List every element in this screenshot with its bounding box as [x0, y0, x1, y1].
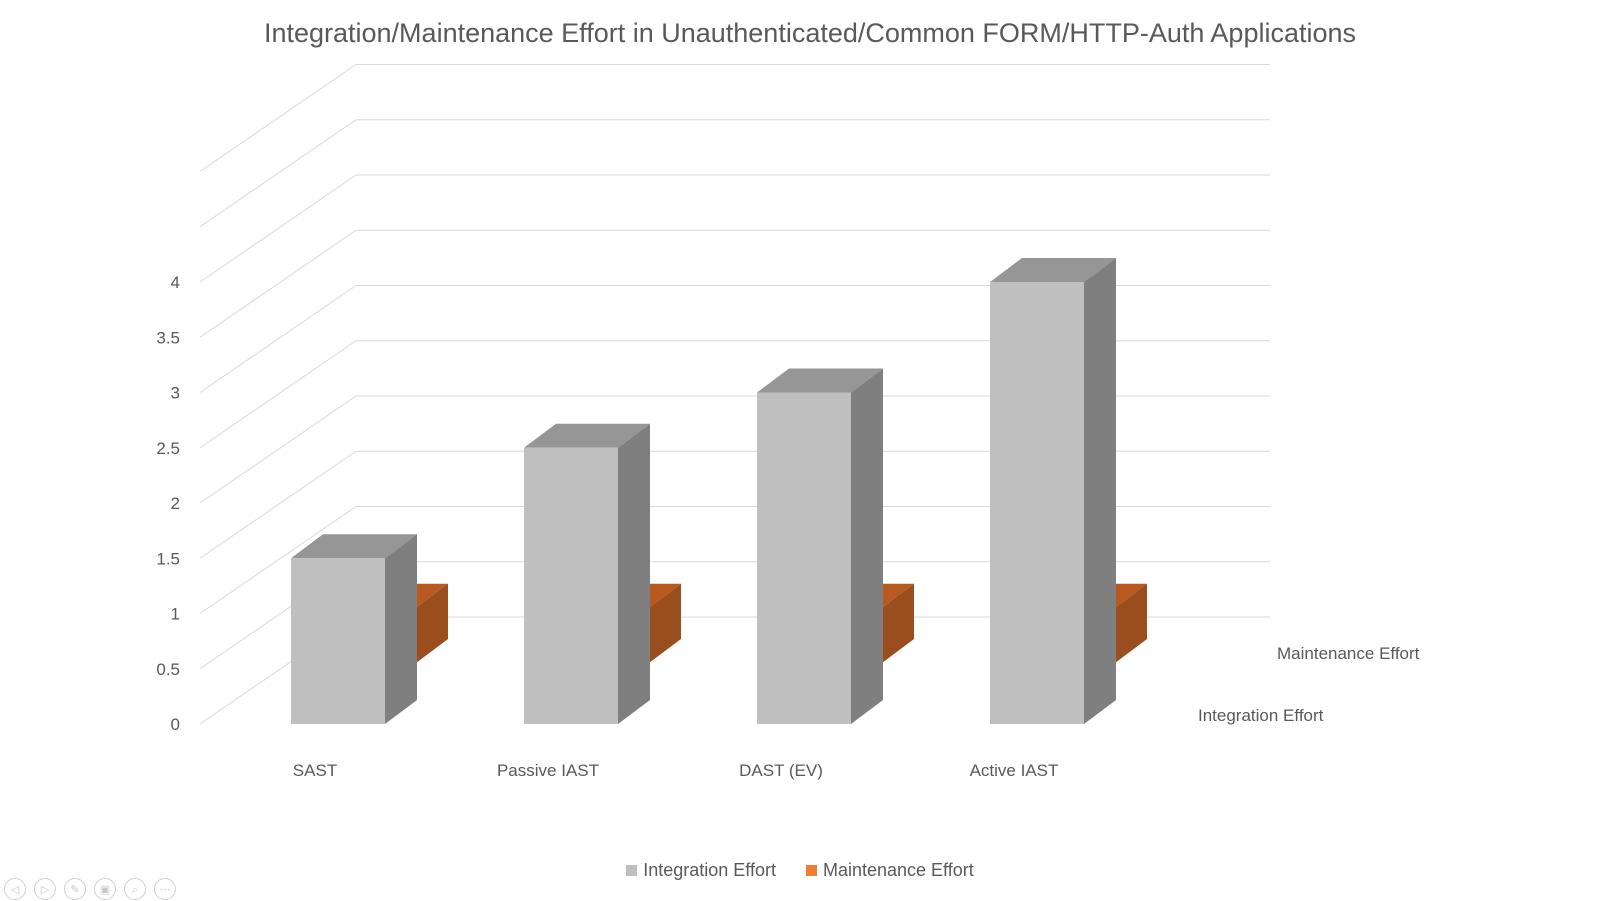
x-tick-label: DAST (EV): [739, 761, 823, 780]
gridline-diagonal: [199, 64, 357, 172]
bar-integration-top: [757, 368, 883, 393]
bar-integration-side: [851, 368, 883, 724]
gridline-diagonal: [199, 285, 357, 393]
bar-integration-side: [385, 534, 417, 724]
bar-maintenance-side: [1115, 583, 1147, 663]
x-tick-label: Passive IAST: [497, 761, 599, 780]
bar-integration-top: [990, 258, 1116, 282]
slides-icon[interactable]: ▣: [94, 878, 116, 900]
bar-integration: [291, 558, 385, 724]
gridline-diagonal: [199, 506, 357, 614]
gridline-diagonal: [199, 119, 357, 228]
gridline-diagonal: [199, 450, 357, 559]
y-tick-labels: 0 0.5 1 1.5 2 2.5 3 3.5 4: [156, 273, 180, 734]
bar-integration-top: [291, 534, 417, 559]
bar-maintenance-side: [416, 583, 448, 663]
bar-integration: [524, 447, 618, 724]
y-tick-label: 1.5: [156, 549, 180, 568]
bar-integration-top: [524, 423, 650, 448]
bar-integration-side: [1084, 258, 1116, 724]
y-tick-label: 1: [171, 605, 180, 624]
forward-icon[interactable]: ▷: [34, 878, 56, 900]
legend-item-maintenance: Maintenance Effort: [805, 860, 974, 881]
more-icon[interactable]: ⋯: [154, 878, 176, 900]
gridline-diagonal: [199, 174, 357, 283]
gridline-diagonal: [199, 340, 357, 449]
y-tick-label: 3.5: [156, 328, 180, 347]
back-icon[interactable]: ◁: [4, 878, 26, 900]
bar-layer: [291, 258, 1147, 724]
bar-integration: [757, 392, 851, 724]
legend-swatch-integration: [626, 865, 638, 876]
legend: Integration Effort Maintenance Effort: [0, 860, 1600, 881]
slideshow-controls: ◁ ▷ ✎ ▣ ⌕ ⋯: [4, 878, 176, 900]
bar-integration-side: [618, 423, 650, 724]
y-tick-label: 4: [171, 273, 180, 292]
y-tick-label: 0: [171, 715, 180, 734]
legend-item-integration: Integration Effort: [626, 860, 776, 881]
y-tick-label: 2.5: [156, 439, 180, 458]
legend-swatch-maintenance: [805, 865, 817, 876]
legend-label-maintenance: Maintenance Effort: [822, 860, 974, 880]
depth-label-maintenance: Maintenance Effort: [1277, 644, 1420, 663]
gridline-diagonal: [199, 395, 357, 504]
x-tick-labels: SAST Passive IAST DAST (EV) Active IAST: [293, 761, 1059, 780]
y-tick-label: 0.5: [156, 660, 180, 679]
bar-maintenance-side: [882, 583, 914, 663]
x-tick-label: Active IAST: [970, 761, 1059, 780]
bar-maintenance-side: [649, 583, 681, 663]
depth-labels: Maintenance Effort Integration Effort: [1198, 644, 1420, 725]
chart-title: Integration/Maintenance Effort in Unauth…: [263, 18, 1357, 48]
legend-label-integration: Integration Effort: [643, 860, 776, 880]
y-tick-label: 3: [171, 384, 180, 403]
x-tick-label: SAST: [293, 761, 337, 780]
bar-integration: [990, 282, 1084, 724]
depth-label-integration: Integration Effort: [1198, 706, 1324, 725]
zoom-icon[interactable]: ⌕: [124, 878, 146, 900]
gridline-diagonal: [199, 229, 357, 338]
pen-icon[interactable]: ✎: [64, 878, 86, 900]
y-tick-label: 2: [171, 494, 180, 513]
